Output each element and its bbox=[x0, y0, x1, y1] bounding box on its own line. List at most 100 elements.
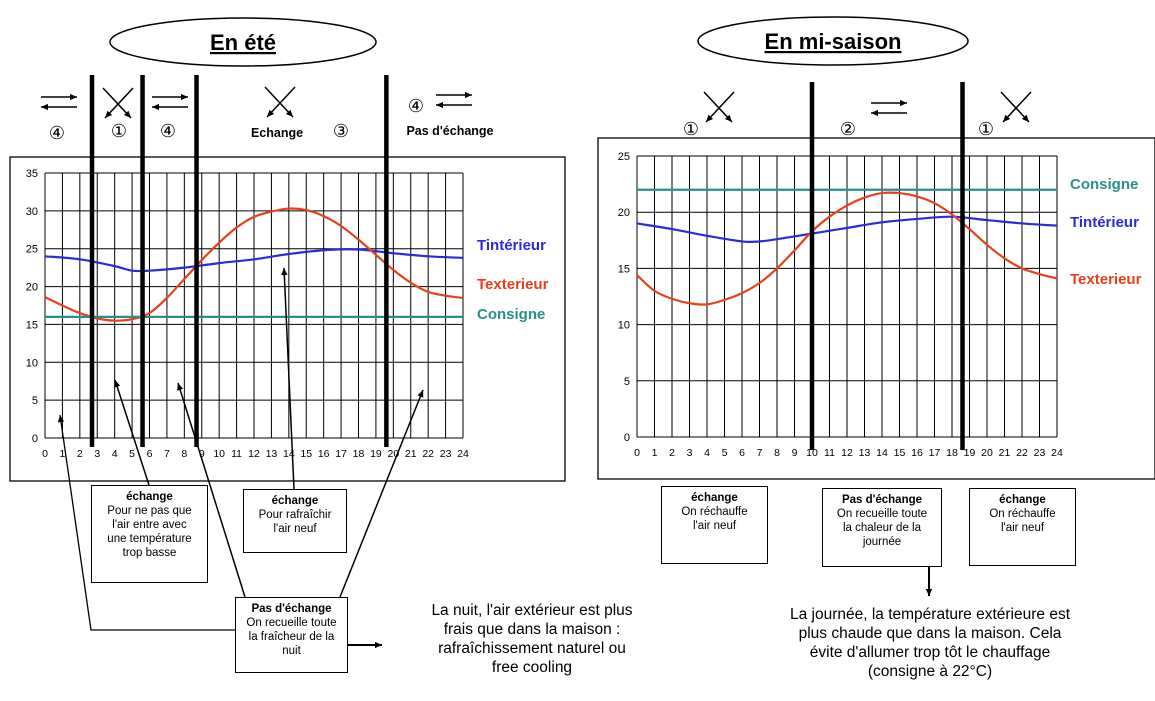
series-label: Tintérieur bbox=[1070, 214, 1139, 231]
midseason-caption: La journée, la température extérieure es… bbox=[755, 605, 1105, 681]
exchange-parallel-icon-right-head bbox=[465, 91, 472, 99]
y-tick-label: 5 bbox=[624, 376, 630, 388]
x-tick-label: 2 bbox=[669, 447, 675, 459]
x-tick-label: 3 bbox=[687, 447, 693, 459]
zone-number: ④ bbox=[408, 96, 424, 116]
exchange-cross-icon-b-head bbox=[105, 110, 113, 118]
x-tick-label: 16 bbox=[911, 447, 923, 459]
x-tick-label: 11 bbox=[824, 447, 835, 459]
x-tick-label: 13 bbox=[859, 447, 871, 459]
series-label: Consigne bbox=[477, 306, 545, 323]
exchange-cross-icon-a-head bbox=[285, 109, 293, 117]
y-tick-label: 0 bbox=[624, 432, 630, 444]
x-tick-label: 22 bbox=[1016, 447, 1028, 459]
pointer-night-mid-head bbox=[177, 383, 184, 391]
note-line: On réchauffe bbox=[681, 506, 748, 518]
y-tick-label: 20 bbox=[26, 282, 38, 294]
y-tick-label: 35 bbox=[26, 168, 38, 180]
x-tick-label: 8 bbox=[774, 447, 780, 459]
x-tick-label: 4 bbox=[112, 448, 118, 460]
note-title: échange bbox=[999, 494, 1046, 506]
zone-number: ① bbox=[978, 119, 994, 139]
exchange-parallel-icon-right-head bbox=[70, 93, 77, 101]
pointer-night-right bbox=[339, 389, 424, 598]
series-label: Consigne bbox=[1070, 176, 1138, 193]
note-line: l'air neuf bbox=[1000, 522, 1045, 534]
series-line-tintérieur bbox=[636, 215, 1058, 244]
caption-line: évite d'allumer trop tôt le chauffage bbox=[809, 644, 1051, 661]
x-tick-label: 0 bbox=[42, 448, 48, 460]
series-line-texterieur bbox=[44, 207, 464, 322]
pointer-caption-summer-head bbox=[375, 641, 382, 649]
note-midseason-exchange-1: échange On réchauffe l'air neuf bbox=[661, 486, 768, 564]
note-title: échange bbox=[126, 491, 173, 503]
pointer-caption-midseason-head bbox=[925, 589, 933, 596]
x-tick-label: 18 bbox=[946, 447, 958, 459]
x-tick-label: 19 bbox=[370, 448, 382, 460]
caption-line: La nuit, l'air extérieur est plus bbox=[431, 602, 633, 619]
note-midseason-no-exchange: Pas d'échange On recueille toute la chal… bbox=[822, 488, 942, 567]
x-tick-label: 17 bbox=[335, 448, 347, 460]
zone-number: ④ bbox=[49, 123, 65, 143]
x-tick-label: 5 bbox=[129, 448, 135, 460]
note-line: la fraîcheur de la bbox=[248, 631, 335, 643]
exchange-cross-icon-b-head bbox=[1003, 114, 1011, 122]
x-tick-label: 6 bbox=[739, 447, 745, 459]
x-tick-label: 22 bbox=[422, 448, 434, 460]
note-line: l'air neuf bbox=[273, 523, 317, 535]
x-tick-label: 12 bbox=[841, 447, 853, 459]
series-label: Tintérieur bbox=[477, 237, 546, 254]
exchange-cross-icon-a-head bbox=[1021, 114, 1029, 122]
zone-number: ③ bbox=[333, 121, 349, 141]
y-tick-label: 30 bbox=[26, 206, 38, 218]
y-tick-label: 0 bbox=[32, 433, 38, 445]
x-tick-label: 15 bbox=[894, 447, 906, 459]
title-ellipse bbox=[109, 17, 377, 67]
y-tick-label: 5 bbox=[32, 395, 38, 407]
x-tick-label: 16 bbox=[318, 448, 330, 460]
pointer-exchange-refresh-head bbox=[281, 268, 288, 276]
note-line: On réchauffe bbox=[989, 508, 1056, 520]
x-tick-label: 5 bbox=[722, 447, 728, 459]
x-tick-label: 8 bbox=[181, 448, 187, 460]
x-tick-label: 18 bbox=[353, 448, 365, 460]
note-line: Pour rafraîchir bbox=[258, 509, 332, 521]
caption-line: free cooling bbox=[491, 659, 573, 676]
x-tick-label: 7 bbox=[164, 448, 170, 460]
pointer-exchange-refresh bbox=[283, 267, 295, 490]
note-line: On recueille toute bbox=[836, 508, 928, 520]
pointer-night-left-head bbox=[57, 415, 65, 423]
note-summer-exchange-refresh: échange Pour rafraîchir l'air neuf bbox=[243, 489, 347, 553]
x-tick-label: 15 bbox=[300, 448, 312, 460]
pointer-exchange-cold-head bbox=[114, 380, 121, 388]
exchange-cross-icon-a-head bbox=[724, 114, 732, 122]
note-midseason-exchange-2: échange On réchauffe l'air neuf bbox=[969, 488, 1076, 566]
series-line-tintérieur bbox=[44, 248, 464, 273]
y-tick-label: 25 bbox=[618, 151, 630, 163]
x-tick-label: 1 bbox=[652, 447, 658, 459]
series-label: Texterieur bbox=[1070, 271, 1142, 288]
x-tick-label: 7 bbox=[757, 447, 763, 459]
y-tick-label: 10 bbox=[26, 357, 38, 369]
note-title: Pas d'échange bbox=[251, 603, 332, 615]
exchange-parallel-icon-right-head bbox=[900, 99, 907, 107]
x-tick-label: 12 bbox=[248, 448, 260, 460]
x-tick-label: 1 bbox=[59, 448, 65, 460]
x-tick-label: 24 bbox=[1051, 447, 1063, 459]
x-tick-label: 23 bbox=[1034, 447, 1046, 459]
zone-label: Pas d'échange bbox=[406, 124, 493, 138]
x-tick-label: 10 bbox=[806, 447, 818, 459]
note-line: Pour ne pas que bbox=[107, 505, 192, 517]
note-line: journée bbox=[862, 536, 902, 548]
pointer-night-right-head bbox=[417, 390, 424, 398]
exchange-parallel-icon-left-head bbox=[436, 101, 443, 109]
x-tick-label: 10 bbox=[213, 448, 225, 460]
note-line: la chaleur de la bbox=[843, 522, 921, 534]
exchange-parallel-icon-left-head bbox=[152, 103, 159, 111]
note-title: échange bbox=[691, 492, 738, 504]
y-tick-label: 15 bbox=[618, 263, 630, 275]
y-tick-label: 20 bbox=[618, 207, 630, 219]
exchange-cross-icon-b-head bbox=[267, 109, 275, 117]
note-line: une température bbox=[107, 533, 192, 545]
